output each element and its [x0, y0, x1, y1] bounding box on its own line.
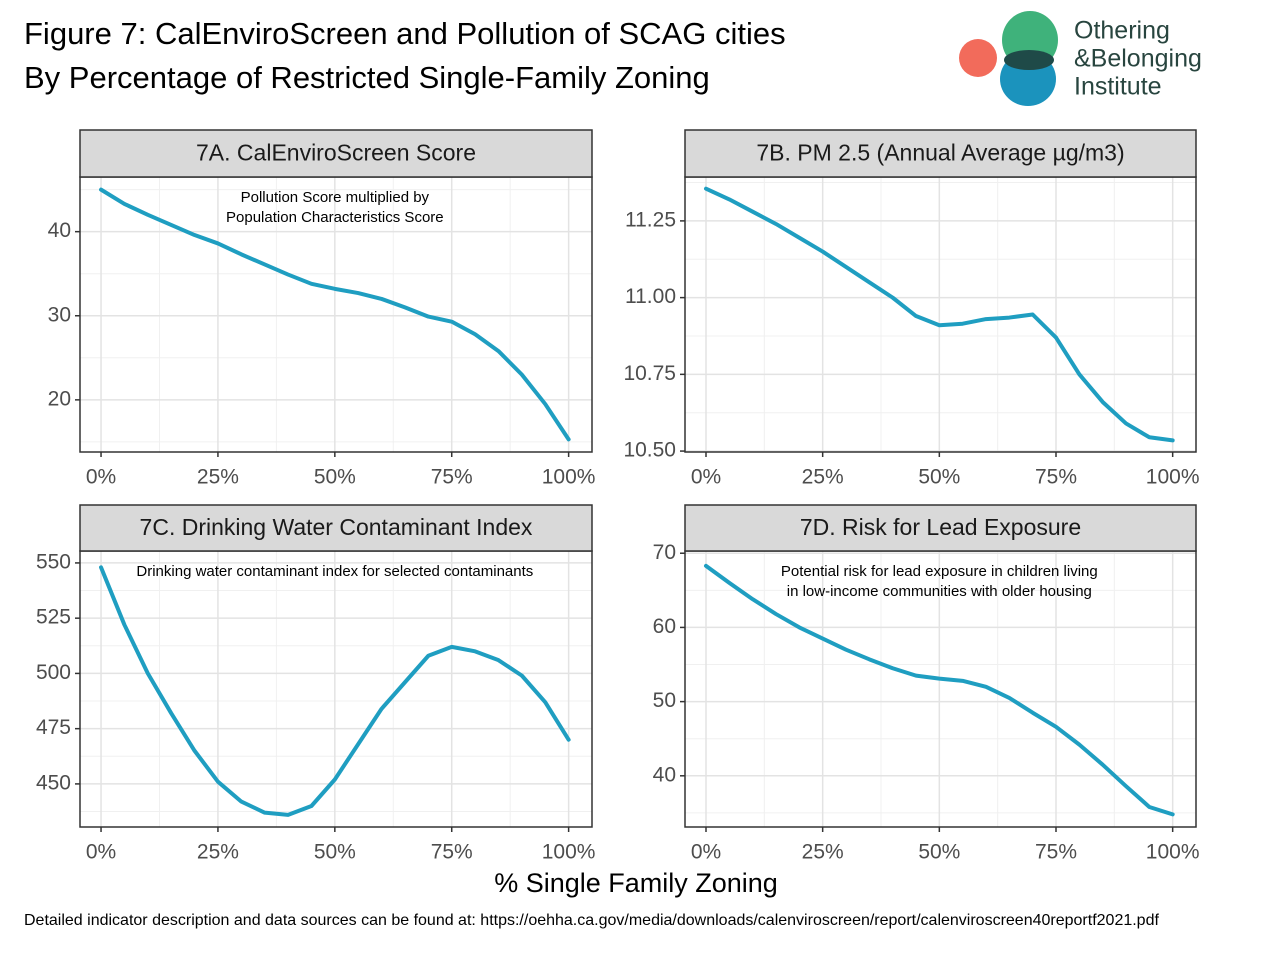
panel-title: 7C. Drinking Water Contaminant Index — [140, 514, 533, 540]
logo-overlap — [1004, 50, 1054, 70]
strip — [684, 129, 1197, 178]
annotation: Population Characteristics Score — [226, 209, 444, 226]
x-tick-label: 25% — [802, 841, 844, 864]
x-tick-label: 75% — [1035, 466, 1077, 489]
y-tick-label: 60 — [653, 615, 676, 638]
panel-title: 7A. CalEnviroScreen Score — [196, 140, 476, 166]
x-tick-label: 75% — [1035, 841, 1077, 864]
x-tick-label: 25% — [197, 841, 239, 864]
x-tick-label: 75% — [431, 841, 473, 864]
y-tick-label: 30 — [48, 303, 71, 326]
line — [99, 565, 571, 817]
logo: Othering &Belonging Institute — [959, 11, 1202, 106]
line — [99, 187, 571, 442]
y-tick-label: 70 — [653, 541, 676, 564]
y-tick-label: 10.75 — [623, 362, 676, 385]
x-tick-label: 100% — [1146, 841, 1200, 864]
x-tick-label: 50% — [918, 466, 960, 489]
annotation: Drinking water contaminant index for sel… — [136, 563, 533, 580]
x-tick-label: 75% — [431, 466, 473, 489]
line — [704, 563, 1175, 817]
strip — [79, 504, 593, 552]
strip — [79, 129, 593, 178]
y-tick-label: 500 — [36, 661, 71, 684]
annotation: Potential risk for lead exposure in chil… — [781, 563, 1098, 580]
title-line: By Percentage of Restricted Single-Famil… — [24, 60, 710, 95]
y-tick-label: 10.50 — [623, 439, 676, 462]
x-axis-label: % Single Family Zoning — [494, 868, 778, 898]
x-tick-label: 0% — [691, 466, 721, 489]
y-tick-label: 40 — [48, 219, 71, 242]
footnote: Detailed indicator description and data … — [24, 912, 1159, 929]
x-tick-label: 100% — [542, 841, 596, 864]
y-tick-label: 40 — [653, 763, 676, 786]
y-tick-label: 525 — [36, 606, 71, 629]
panel-title: 7D. Risk for Lead Exposure — [800, 514, 1081, 540]
x-tick-label: 100% — [1146, 466, 1200, 489]
x-tick-label: 50% — [314, 466, 356, 489]
x-tick-label: 50% — [918, 841, 960, 864]
y-tick-label: 450 — [36, 771, 71, 794]
logo-text: Othering — [1074, 17, 1170, 45]
y-tick-label: 11.25 — [625, 208, 676, 231]
y-tick-label: 11.00 — [625, 285, 676, 308]
line — [704, 186, 1175, 443]
y-tick-label: 50 — [653, 689, 676, 712]
x-tick-label: 0% — [86, 466, 116, 489]
x-tick-label: 0% — [86, 841, 116, 864]
logo-text: Institute — [1074, 73, 1162, 101]
strip — [684, 504, 1197, 552]
annotation: Pollution Score multiplied by — [241, 189, 430, 206]
y-tick-label: 550 — [36, 550, 71, 573]
annotation: in low-income communities with older hou… — [787, 583, 1092, 600]
y-tick-label: 475 — [36, 716, 71, 739]
logo-text: &Belonging — [1074, 45, 1202, 73]
y-tick-label: 20 — [48, 387, 71, 410]
x-tick-label: 0% — [691, 841, 721, 864]
logo-circle — [959, 39, 997, 77]
plot-background — [685, 551, 1196, 827]
x-tick-label: 25% — [197, 466, 239, 489]
panel-title: 7B. PM 2.5 (Annual Average µg/m3) — [756, 140, 1124, 166]
x-tick-label: 100% — [542, 466, 596, 489]
title-line: Figure 7: CalEnviroScreen and Pollution … — [24, 16, 786, 51]
x-tick-label: 50% — [314, 841, 356, 864]
x-tick-label: 25% — [802, 466, 844, 489]
